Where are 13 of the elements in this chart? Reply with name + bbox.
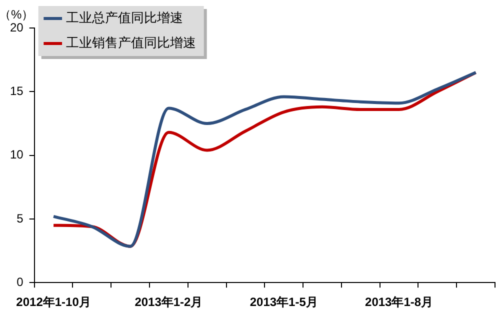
y-tick-label: 10: [10, 148, 24, 162]
y-tick-label: 0: [16, 274, 24, 289]
y-axis-title: （%）: [0, 7, 34, 22]
x-tick-label: 2013年1-2月: [134, 295, 203, 310]
legend-label: 工业总产值同比增速: [66, 10, 183, 26]
legend-label: 工业销售产值同比增速: [66, 35, 196, 50]
x-tick-label: 2012年1-10月: [16, 295, 91, 310]
y-tick-label: 5: [16, 211, 24, 226]
y-tick-label: 20: [10, 20, 24, 34]
line-series: [52, 71, 478, 248]
y-tick-label: 15: [10, 84, 24, 98]
x-tick-label: 2013年1-8月: [365, 295, 434, 310]
x-tick-label: 2013年1-5月: [250, 295, 318, 310]
